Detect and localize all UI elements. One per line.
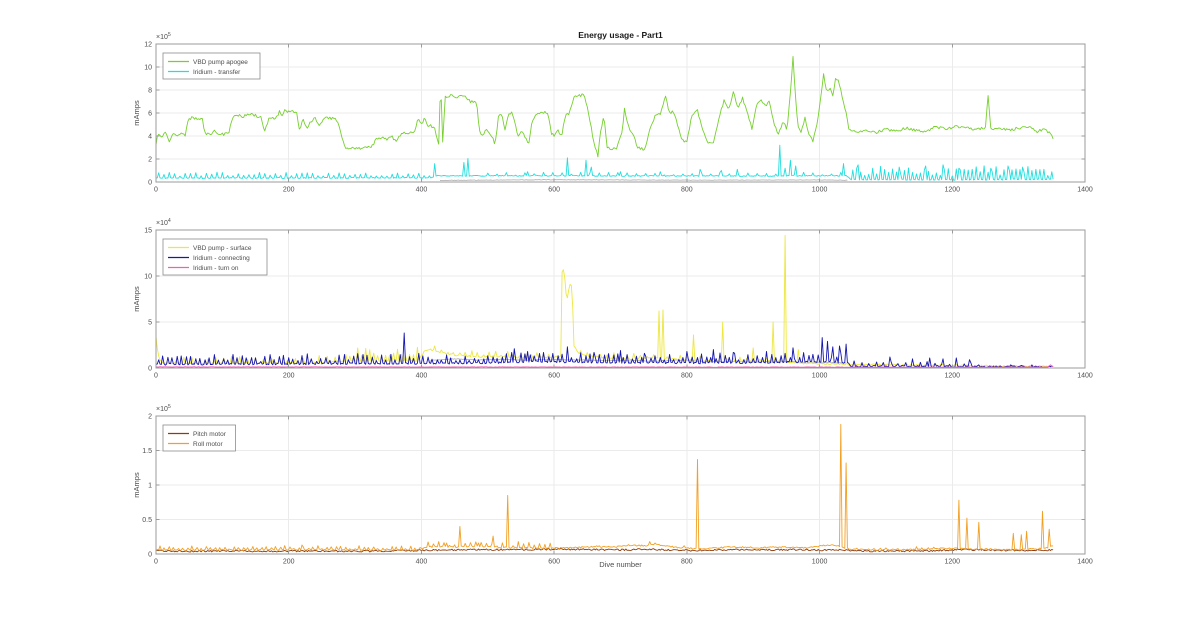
series-vbd-pump-apogee [155, 55, 1054, 158]
grid [156, 44, 1085, 182]
legend-label-iridium-transfer: Iridium - transfer [193, 69, 241, 76]
subplot-3: 0 200 400 600 800 1000 1200 1400 0 0.5 1 1.5 2 ×105 mA… [132, 404, 1093, 569]
y-axis-exponent: ×105 [156, 404, 171, 413]
axes-box [155, 229, 1086, 369]
x-tick-label: 400 [416, 373, 428, 380]
figure-title: Energy usage - Part1 [578, 30, 663, 40]
x-tick-label: 600 [548, 373, 560, 380]
y-tick-label: 2 [148, 157, 152, 164]
x-tick-label: 1200 [944, 187, 960, 194]
y-axis-label: mAmps [132, 100, 141, 126]
x-tick-label: 1000 [812, 373, 828, 380]
y-axis-exponent: ×104 [156, 218, 171, 227]
x-tick-label: 200 [283, 187, 295, 194]
y-tick-label: 0 [148, 366, 152, 373]
x-tick-label: 200 [283, 373, 295, 380]
x-tick-label: 800 [681, 373, 693, 380]
y-tick-label: 12 [144, 42, 152, 49]
legend-box [162, 52, 261, 80]
x-tick-label: 1400 [1077, 187, 1093, 194]
legend-box [162, 424, 236, 452]
subplot-2: 0 200 400 600 800 1000 1200 1400 0 5 10 15 ×104 mAmps… [132, 218, 1093, 380]
y-tick-label: 5 [148, 320, 152, 327]
y-tick-label: 0 [148, 180, 152, 187]
y-tick-label: 10 [144, 65, 152, 72]
y-tick-label: 4 [148, 134, 152, 141]
grid [156, 230, 1085, 368]
legend-label-roll-motor: Roll motor [193, 441, 223, 448]
legend: VBD pump apogee Iridium - transfer [162, 52, 261, 80]
legend-label-iridium-connecting: Iridium - connecting [193, 255, 250, 262]
x-tick-label: 1400 [1077, 373, 1093, 380]
y-tick-label: 2 [148, 414, 152, 421]
y-tick-label: 0 [148, 552, 152, 559]
series-trace [439, 179, 848, 181]
y-tick-label: 1 [148, 483, 152, 490]
x-tick-label: 1000 [812, 559, 828, 566]
series-iridium-turn-on [156, 364, 1054, 368]
y-tick-label: 15 [144, 228, 152, 235]
x-tick-label: 600 [548, 559, 560, 566]
x-tick-label: 0 [154, 187, 158, 194]
series-iridium-transfer [155, 144, 1054, 181]
y-tick-label: 0.5 [142, 517, 152, 524]
x-tick-label: 0 [154, 559, 158, 566]
x-tick-label: 200 [283, 559, 295, 566]
series-pitch-motor [156, 548, 1054, 553]
x-tick-label: 1200 [944, 559, 960, 566]
series-vbd-pump-surface [155, 235, 1054, 368]
subplot-1: 0 200 400 600 800 1000 1200 1400 0 2 4 6 8 10 12 ×105 mA… [132, 30, 1093, 194]
legend: Pitch motor Roll motor [162, 424, 236, 452]
tick-marks [155, 229, 1086, 369]
y-tick-label: 1.5 [142, 448, 152, 455]
x-tick-label: 400 [416, 559, 428, 566]
y-tick-label: 6 [148, 111, 152, 118]
x-tick-label: 400 [416, 187, 428, 194]
legend: VBD pump - surface Iridium - connecting Ir… [162, 238, 268, 276]
legend-label-vbd-pump-apogee: VBD pump apogee [193, 59, 248, 66]
tick-marks [155, 43, 1086, 183]
x-tick-label: 800 [681, 559, 693, 566]
legend-label-vbd-pump-surface: VBD pump - surface [193, 245, 252, 252]
y-axis-label: mAmps [132, 472, 141, 498]
x-axis-label: Dive number [599, 560, 642, 569]
series-iridium-connecting [155, 332, 1054, 368]
y-tick-label: 8 [148, 88, 152, 95]
series-roll-motor [155, 423, 1054, 551]
x-tick-label: 1000 [812, 187, 828, 194]
x-tick-label: 0 [154, 373, 158, 380]
x-tick-label: 600 [548, 187, 560, 194]
x-tick-label: 1200 [944, 373, 960, 380]
grid [156, 416, 1085, 554]
y-axis-label: mAmps [132, 286, 141, 312]
legend-label-iridium-turn-on: Iridium - turn on [193, 265, 239, 272]
x-tick-label: 800 [681, 187, 693, 194]
y-tick-label: 10 [144, 274, 152, 281]
tick-marks [155, 415, 1086, 555]
legend-label-pitch-motor: Pitch motor [193, 431, 227, 438]
x-tick-label: 1400 [1077, 559, 1093, 566]
y-axis-exponent: ×105 [156, 32, 171, 41]
